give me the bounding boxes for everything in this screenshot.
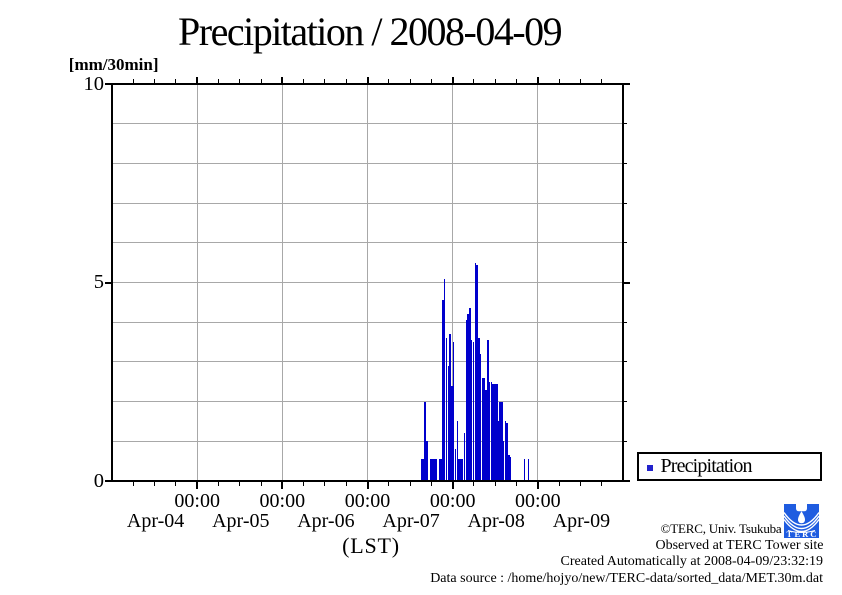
svg-text:E: E xyxy=(794,529,800,538)
svg-text:R: R xyxy=(802,529,809,538)
svg-text:C: C xyxy=(810,529,816,538)
svg-text:T: T xyxy=(786,529,792,538)
